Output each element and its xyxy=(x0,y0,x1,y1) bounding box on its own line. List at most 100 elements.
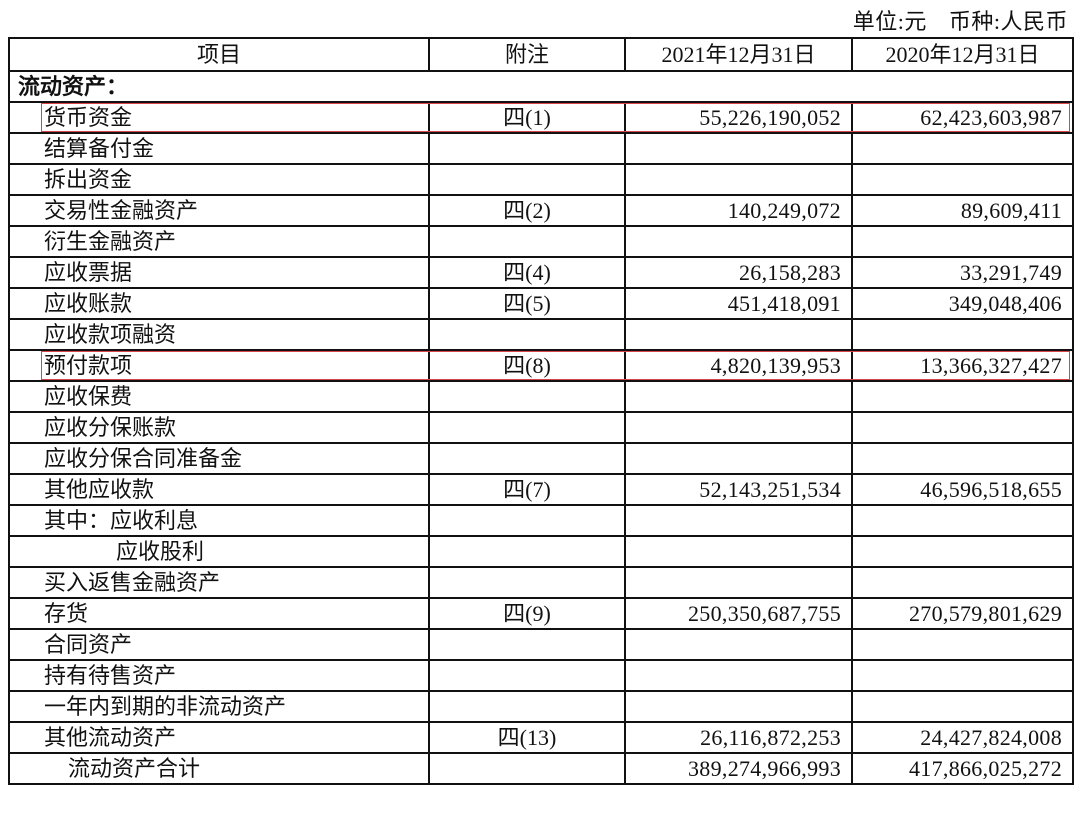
row-note xyxy=(428,566,626,599)
table-row: 应收股利 xyxy=(8,535,1074,568)
row-value-2020 xyxy=(851,225,1074,258)
row-note: 四(1) xyxy=(428,101,626,134)
row-note: 四(8) xyxy=(428,349,626,382)
row-value-2021 xyxy=(624,504,853,537)
table-row: 合同资产 xyxy=(8,628,1074,661)
table-row: 应收保费 xyxy=(8,380,1074,413)
row-note xyxy=(428,628,626,661)
row-value-2021: 140,249,072 xyxy=(624,194,853,227)
row-item: 一年内到期的非流动资产 xyxy=(8,690,430,723)
row-value-2020: 33,291,749 xyxy=(851,256,1074,289)
row-item: 存货 xyxy=(8,597,430,630)
row-note: 四(4) xyxy=(428,256,626,289)
table-row: 应收账款 四(5) 451,418,091 349,048,406 xyxy=(8,287,1074,320)
row-item: 其他应收款 xyxy=(8,473,430,506)
table-row: 结算备付金 xyxy=(8,132,1074,165)
table-row: 应收款项融资 xyxy=(8,318,1074,351)
row-item: 交易性金融资产 xyxy=(8,194,430,227)
table-row: 其他应收款 四(7) 52,143,251,534 46,596,518,655 xyxy=(8,473,1074,506)
balance-sheet-table: 项目 附注 2021年12月31日 2020年12月31日 流动资产： 货币资金… xyxy=(8,37,1074,785)
table-row: 应收分保账款 xyxy=(8,411,1074,444)
row-value-2020 xyxy=(851,380,1074,413)
header-row: 项目 附注 2021年12月31日 2020年12月31日 xyxy=(8,37,1074,72)
table-row: 一年内到期的非流动资产 xyxy=(8,690,1074,723)
row-item: 拆出资金 xyxy=(8,163,430,196)
row-note xyxy=(428,318,626,351)
row-value-2020: 417,866,025,272 xyxy=(851,752,1074,785)
row-value-2020 xyxy=(851,318,1074,351)
row-item: 买入返售金融资产 xyxy=(8,566,430,599)
row-value-2021 xyxy=(624,225,853,258)
table-row: 应收票据 四(4) 26,158,283 33,291,749 xyxy=(8,256,1074,289)
row-note: 四(9) xyxy=(428,597,626,630)
row-note xyxy=(428,442,626,475)
row-note xyxy=(428,380,626,413)
table-row: 拆出资金 xyxy=(8,163,1074,196)
row-value-2021 xyxy=(624,163,853,196)
unit-currency-line: 单位:元 币种:人民币 xyxy=(831,4,1068,36)
row-value-2021 xyxy=(624,318,853,351)
row-value-2020 xyxy=(851,690,1074,723)
row-value-2020 xyxy=(851,163,1074,196)
row-value-2021: 451,418,091 xyxy=(624,287,853,320)
row-item: 合同资产 xyxy=(8,628,430,661)
row-item: 其他流动资产 xyxy=(8,721,430,754)
table-row: 预付款项 四(8) 4,820,139,953 13,366,327,427 xyxy=(8,349,1074,382)
table-row: 存货 四(9) 250,350,687,755 270,579,801,629 xyxy=(8,597,1074,630)
row-item: 预付款项 xyxy=(8,349,430,382)
row-item: 持有待售资产 xyxy=(8,659,430,692)
row-value-2020: 13,366,327,427 xyxy=(851,349,1074,382)
row-value-2020 xyxy=(851,504,1074,537)
table-row: 货币资金 四(1) 55,226,190,052 62,423,603,987 xyxy=(8,101,1074,134)
unit-label: 单位:元 xyxy=(852,9,927,34)
currency-label: 币种:人民币 xyxy=(948,9,1068,34)
row-value-2020 xyxy=(851,132,1074,165)
row-value-2020 xyxy=(851,411,1074,444)
row-item: 应收股利 xyxy=(8,535,430,568)
row-value-2021 xyxy=(624,535,853,568)
row-item: 应收账款 xyxy=(8,287,430,320)
row-value-2021: 250,350,687,755 xyxy=(624,597,853,630)
row-item: 应收保费 xyxy=(8,380,430,413)
table-row: 其中：应收利息 xyxy=(8,504,1074,537)
row-note xyxy=(428,659,626,692)
row-note xyxy=(428,225,626,258)
row-value-2020: 349,048,406 xyxy=(851,287,1074,320)
row-item: 货币资金 xyxy=(8,101,430,134)
row-value-2021: 389,274,966,993 xyxy=(624,752,853,785)
row-note xyxy=(428,411,626,444)
row-value-2020: 62,423,603,987 xyxy=(851,101,1074,134)
row-note xyxy=(428,752,626,785)
table-row: 买入返售金融资产 xyxy=(8,566,1074,599)
row-note: 四(7) xyxy=(428,473,626,506)
row-value-2021 xyxy=(624,132,853,165)
row-value-2021 xyxy=(624,411,853,444)
row-value-2021 xyxy=(624,442,853,475)
row-value-2020 xyxy=(851,566,1074,599)
row-note: 四(2) xyxy=(428,194,626,227)
row-value-2020: 46,596,518,655 xyxy=(851,473,1074,506)
table-row: 其他流动资产 四(13) 26,116,872,253 24,427,824,008 xyxy=(8,721,1074,754)
row-value-2021: 4,820,139,953 xyxy=(624,349,853,382)
row-note xyxy=(428,132,626,165)
row-item: 应收票据 xyxy=(8,256,430,289)
row-value-2020: 24,427,824,008 xyxy=(851,721,1074,754)
row-note xyxy=(428,163,626,196)
row-value-2021: 26,158,283 xyxy=(624,256,853,289)
row-value-2020: 270,579,801,629 xyxy=(851,597,1074,630)
row-value-2020 xyxy=(851,442,1074,475)
row-value-2021 xyxy=(624,628,853,661)
table-row: 持有待售资产 xyxy=(8,659,1074,692)
table-row: 应收分保合同准备金 xyxy=(8,442,1074,475)
header-note: 附注 xyxy=(428,37,626,72)
header-2021: 2021年12月31日 xyxy=(624,37,853,72)
row-value-2021 xyxy=(624,566,853,599)
row-note: 四(13) xyxy=(428,721,626,754)
section-title: 流动资产： xyxy=(8,70,1074,103)
row-item: 其中：应收利息 xyxy=(8,504,430,537)
row-item: 应收款项融资 xyxy=(8,318,430,351)
row-value-2020 xyxy=(851,535,1074,568)
row-value-2021: 26,116,872,253 xyxy=(624,721,853,754)
table-row: 流动资产合计 389,274,966,993 417,866,025,272 xyxy=(8,752,1074,785)
row-item: 衍生金融资产 xyxy=(8,225,430,258)
